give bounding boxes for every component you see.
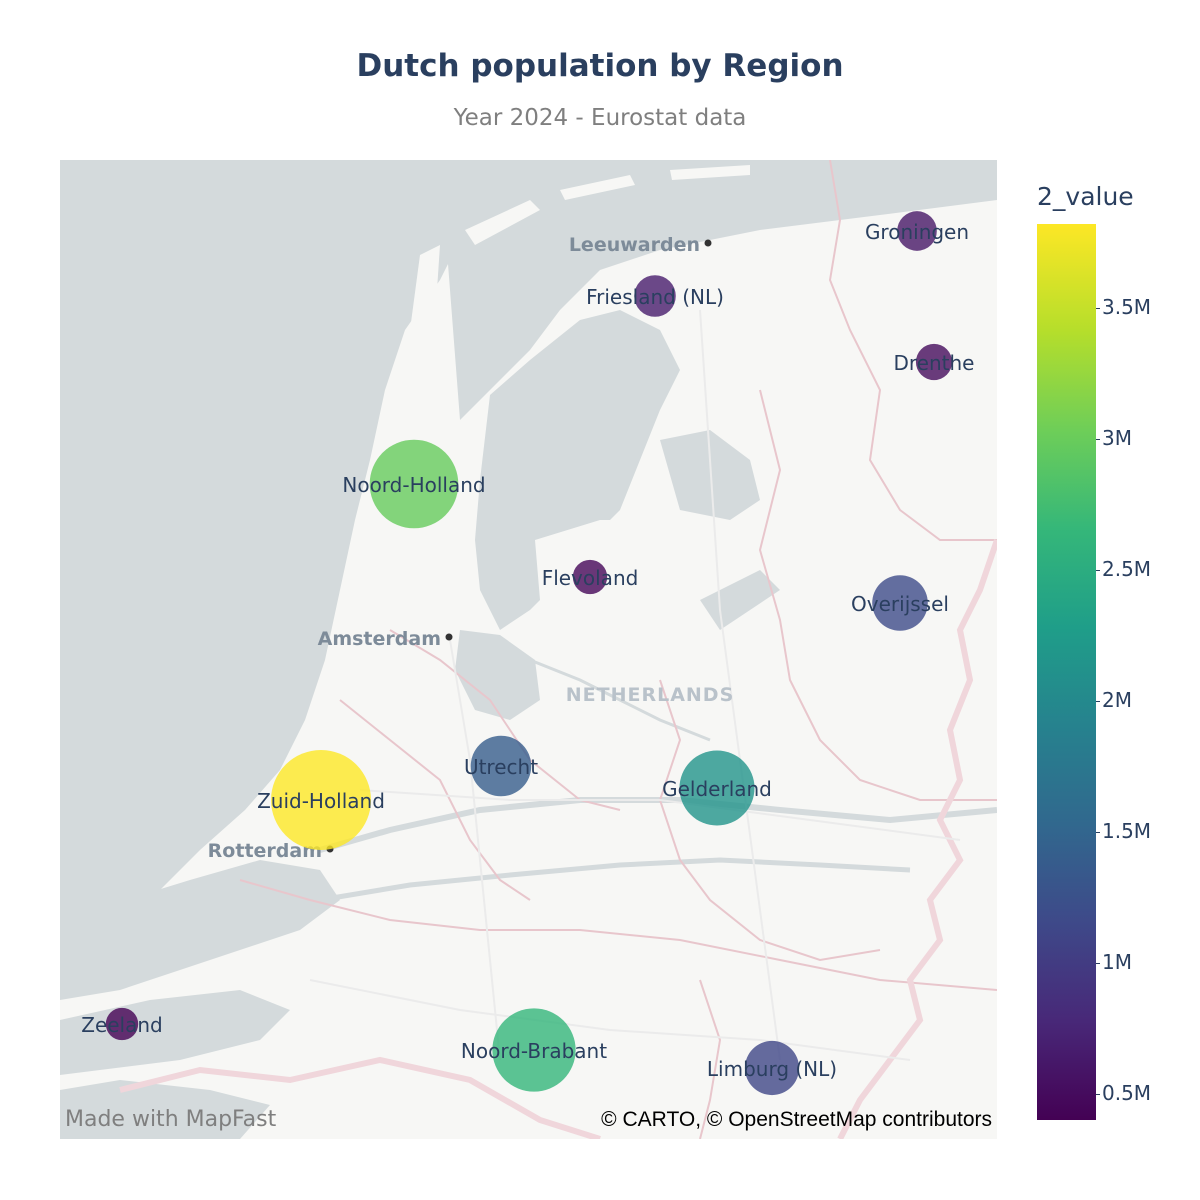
region-label-drenthe: Drenthe bbox=[894, 351, 975, 375]
colorbar-tick-label: 1M bbox=[1102, 949, 1132, 974]
river bbox=[319, 857, 911, 903]
bubble-utrecht[interactable] bbox=[470, 735, 532, 797]
map-canvas[interactable]: Leeuwarden Amsterdam Rotterdam NETHERLAN… bbox=[60, 160, 997, 1139]
river bbox=[489, 638, 711, 742]
river bbox=[319, 797, 997, 853]
roads bbox=[309, 309, 961, 1061]
region-label-zeeland: Zeeland bbox=[81, 1013, 163, 1037]
region-label-noord-brabant: Noord-Brabant bbox=[461, 1039, 607, 1063]
region-label-overijssel: Overijssel bbox=[851, 592, 949, 616]
colorbar-tick-mark bbox=[1096, 700, 1100, 702]
colorbar-tick-label: 0.5M bbox=[1102, 1080, 1152, 1105]
bubble-overijssel[interactable] bbox=[872, 575, 928, 631]
bubble-noord-brabant[interactable] bbox=[492, 1008, 576, 1092]
region-label-friesland-nl: Friesland (NL) bbox=[586, 285, 724, 309]
bubble-limburg-nl[interactable] bbox=[744, 1040, 800, 1096]
bubble-friesland-nl[interactable] bbox=[634, 275, 676, 317]
region-label-gelderland: Gelderland bbox=[662, 777, 772, 801]
basemap bbox=[60, 160, 997, 1139]
wadden-island bbox=[560, 175, 635, 200]
delta-water bbox=[60, 860, 340, 1000]
bubble-zuid-holland[interactable] bbox=[271, 750, 371, 850]
colorbar-tick-label: 1.5M bbox=[1102, 818, 1152, 843]
map-panel[interactable]: Leeuwarden Amsterdam Rotterdam NETHERLAN… bbox=[60, 160, 997, 1139]
colorbar-tick-label: 3M bbox=[1102, 425, 1132, 450]
wadden-island bbox=[670, 165, 750, 180]
colorbar-tick-mark bbox=[1096, 438, 1100, 440]
wadden-island bbox=[465, 200, 540, 245]
region-label-noord-holland: Noord-Holland bbox=[342, 473, 485, 497]
markermeer bbox=[455, 630, 540, 720]
city-label-leeuwarden: Leeuwarden bbox=[569, 234, 700, 256]
region-label-zuid-holland: Zuid-Holland bbox=[257, 789, 385, 813]
region-label-utrecht: Utrecht bbox=[464, 755, 538, 779]
delta-water bbox=[60, 1080, 270, 1139]
colorbar-tick-mark bbox=[1096, 1093, 1100, 1095]
chart-title: Dutch population by Region bbox=[356, 48, 844, 84]
region-label-flevoland: Flevoland bbox=[542, 566, 639, 590]
north-sea bbox=[60, 160, 490, 980]
colorbar-tick-mark bbox=[1096, 962, 1100, 964]
wadden-island bbox=[410, 245, 440, 350]
region-label-limburg-nl: Limburg (NL) bbox=[707, 1057, 837, 1081]
city-label-rotterdam: Rotterdam bbox=[208, 840, 322, 862]
region-bubbles[interactable]: Groningen Friesland (NL) Drenthe Noord-Holl… bbox=[81, 211, 975, 1096]
bubble-groningen[interactable] bbox=[897, 211, 937, 251]
region-label-groningen: Groningen bbox=[865, 220, 969, 244]
bubble-noord-holland[interactable] bbox=[369, 439, 459, 529]
colorbar-tick-mark bbox=[1096, 831, 1100, 833]
city-markers: Leeuwarden Amsterdam Rotterdam NETHERLAN… bbox=[208, 234, 735, 862]
chart-subtitle: Year 2024 - Eurostat data bbox=[453, 105, 747, 131]
ijsselmeer bbox=[475, 310, 680, 630]
watermark: Made with MapFast bbox=[65, 1107, 277, 1132]
colorbar-tick-mark bbox=[1096, 307, 1100, 309]
city-dot-amsterdam bbox=[445, 633, 453, 641]
bubble-zeeland[interactable] bbox=[105, 1007, 139, 1041]
colorbar bbox=[1037, 224, 1096, 1120]
bubble-drenthe[interactable] bbox=[915, 343, 953, 381]
colorbar-tick-mark bbox=[1096, 569, 1100, 571]
country-label: NETHERLANDS bbox=[566, 684, 735, 706]
bubble-flevoland[interactable] bbox=[572, 559, 608, 595]
flevoland-land bbox=[535, 520, 720, 670]
city-dot-leeuwarden bbox=[704, 239, 712, 247]
wadden-sea bbox=[440, 160, 997, 420]
city-label-amsterdam: Amsterdam bbox=[318, 628, 441, 650]
colorbar-tick-label: 3.5M bbox=[1102, 294, 1152, 319]
colorbar-tick-label: 2.5M bbox=[1102, 556, 1152, 581]
national-borders bbox=[119, 539, 997, 1139]
bubble-gelderland[interactable] bbox=[679, 750, 755, 826]
colorbar-title: 2_value bbox=[1037, 182, 1134, 211]
colorbar-tick-label: 2M bbox=[1102, 687, 1132, 712]
province-borders bbox=[239, 160, 997, 1139]
map-attribution[interactable]: © CARTO, © OpenStreetMap contributors bbox=[601, 1108, 992, 1131]
